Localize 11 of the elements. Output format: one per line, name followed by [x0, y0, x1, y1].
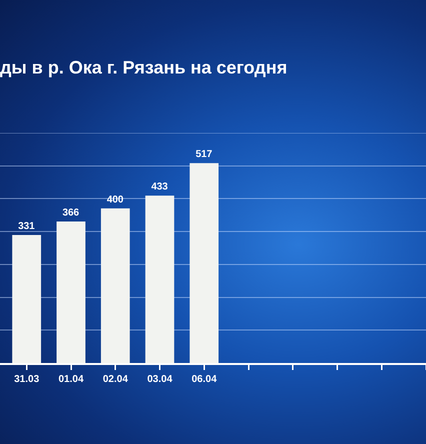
data-label: 433: [151, 182, 168, 193]
x-tick-label: 02.04: [102, 374, 128, 385]
x-tick-label: 31.03: [14, 374, 40, 385]
x-tick-label: 01.04: [58, 374, 84, 385]
x-tick-label: 03.04: [147, 374, 173, 385]
data-label: 400: [106, 194, 124, 206]
x-tick-label: 06.04: [192, 374, 218, 385]
data-label: 517: [196, 149, 213, 160]
data-label: 366: [62, 208, 80, 219]
data-label: 331: [18, 221, 36, 232]
chart-title: ды в р. Ока г. Рязань на сегодня: [0, 57, 288, 78]
